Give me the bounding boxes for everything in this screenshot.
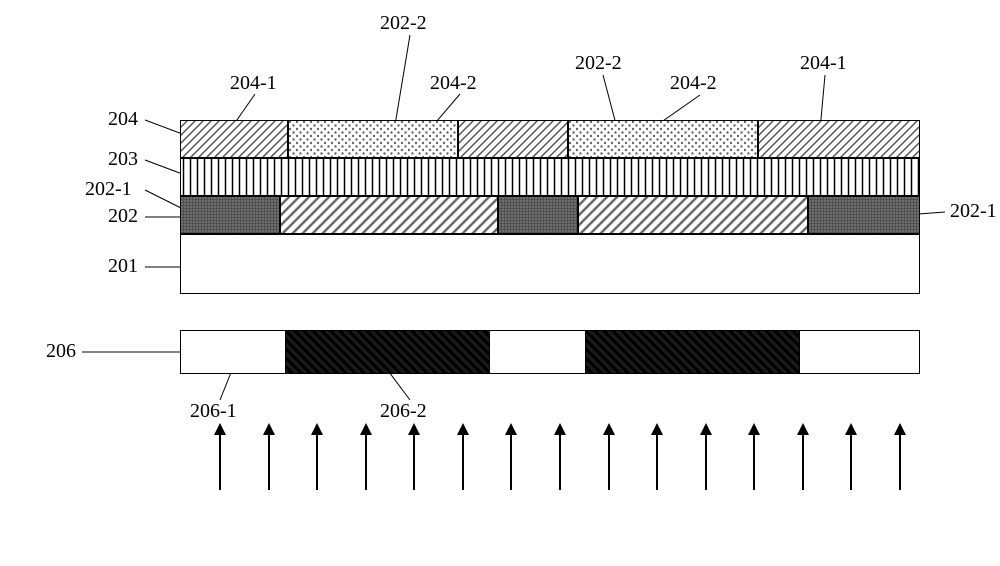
- up-arrow-9: [656, 425, 658, 490]
- up-arrow-11: [753, 425, 755, 490]
- leader-203: [145, 160, 185, 175]
- up-arrow-12: [802, 425, 804, 490]
- label-202_2_b: 202-2: [575, 52, 622, 75]
- seg-204-1: [288, 120, 458, 158]
- label-202_2_top: 202-2: [380, 12, 427, 35]
- up-arrow-2: [316, 425, 318, 490]
- seg-206-3: [585, 330, 800, 374]
- label-204_2_b: 204-2: [670, 72, 717, 95]
- up-arrow-6: [510, 425, 512, 490]
- seg-204-3: [568, 120, 758, 158]
- seg-202-2: [498, 196, 578, 234]
- label-202_1_left: 202-1: [85, 178, 132, 201]
- layer-201: [180, 234, 920, 294]
- up-arrow-4: [413, 425, 415, 490]
- seg-202-0: [180, 196, 280, 234]
- label-204: 204: [108, 108, 138, 131]
- up-arrow-1: [268, 425, 270, 490]
- up-arrow-10: [705, 425, 707, 490]
- label-202: 202: [108, 205, 138, 228]
- label-203: 203: [108, 148, 138, 171]
- label-202_1_right: 202-1: [950, 200, 997, 223]
- up-arrow-3: [365, 425, 367, 490]
- label-204_2_a: 204-2: [430, 72, 477, 95]
- seg-204-2: [458, 120, 568, 158]
- label-201: 201: [108, 255, 138, 278]
- layer-203: [180, 158, 920, 196]
- up-arrow-0: [219, 425, 221, 490]
- diagram-canvas: 201 202 203 204 206 202-1 204-1 202-2 204-2 202-2…: [0, 0, 1000, 566]
- seg-204-4: [758, 120, 920, 158]
- up-arrow-13: [850, 425, 852, 490]
- up-arrow-8: [608, 425, 610, 490]
- label-206_1: 206-1: [190, 400, 237, 423]
- seg-204-0: [180, 120, 288, 158]
- seg-202-3: [578, 196, 808, 234]
- label-206_2: 206-2: [380, 400, 427, 423]
- seg-206-1: [285, 330, 490, 374]
- seg-202-4: [808, 196, 920, 234]
- label-204_1_a: 204-1: [230, 72, 277, 95]
- label-206: 206: [46, 340, 76, 363]
- up-arrow-7: [559, 425, 561, 490]
- up-arrow-14: [899, 425, 901, 490]
- up-arrow-5: [462, 425, 464, 490]
- seg-202-1: [280, 196, 498, 234]
- label-204_1_b: 204-1: [800, 52, 847, 75]
- leader-204: [145, 120, 185, 135]
